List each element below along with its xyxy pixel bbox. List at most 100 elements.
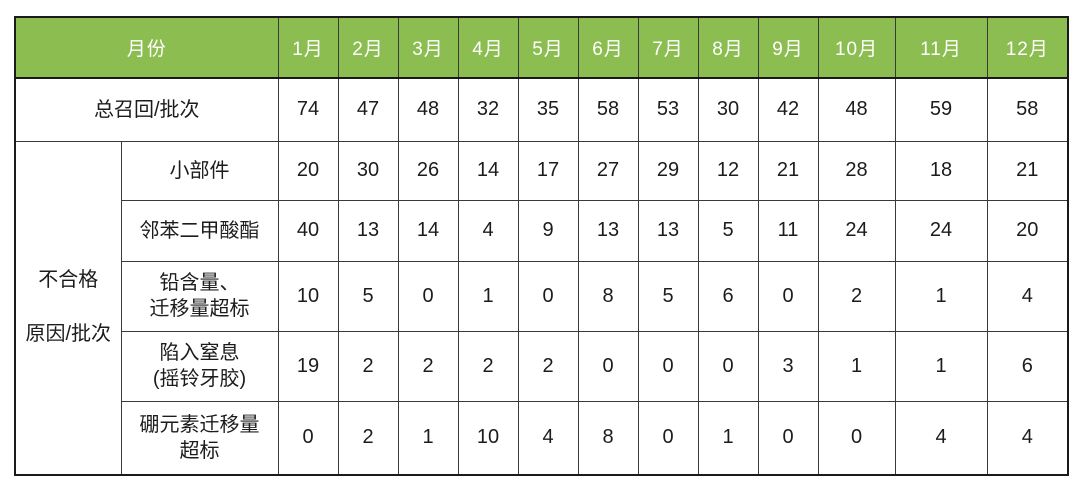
value-cell: 27 xyxy=(577,140,639,201)
value-cell: 11 xyxy=(757,199,819,262)
reason-label: 硼元素迁移量 超标 xyxy=(120,400,279,476)
value-cell: 0 xyxy=(397,260,459,332)
value-cell: 48 xyxy=(397,77,459,142)
month-header-cell: 8月 xyxy=(697,16,759,79)
reason-group-label: 不合格 原因/批次 xyxy=(14,140,122,476)
value-cell: 1 xyxy=(894,260,988,332)
value-cell: 1 xyxy=(457,260,519,332)
value-cell: 40 xyxy=(277,199,339,262)
value-cell: 3 xyxy=(757,330,819,402)
value-cell: 0 xyxy=(817,400,896,476)
value-cell: 0 xyxy=(697,330,759,402)
total-row-label: 总召回/批次 xyxy=(14,77,279,142)
reason-row: 邻苯二甲酸酯 40 13 14 4 9 13 13 5 11 24 24 20 xyxy=(15,199,1069,262)
reason-label: 铅含量、 迁移量超标 xyxy=(120,260,279,332)
value-cell: 12 xyxy=(697,140,759,201)
value-cell: 20 xyxy=(986,199,1069,262)
value-cell: 2 xyxy=(337,400,399,476)
reason-row: 硼元素迁移量 超标 0 2 1 10 4 8 0 1 0 0 4 4 xyxy=(15,400,1069,476)
value-cell: 10 xyxy=(457,400,519,476)
value-cell: 1 xyxy=(817,330,896,402)
month-header-cell: 10月 xyxy=(817,16,896,79)
value-cell: 24 xyxy=(894,199,988,262)
value-cell: 1 xyxy=(894,330,988,402)
value-cell: 8 xyxy=(577,400,639,476)
value-cell: 1 xyxy=(397,400,459,476)
value-cell: 47 xyxy=(337,77,399,142)
value-cell: 8 xyxy=(577,260,639,332)
value-cell: 20 xyxy=(277,140,339,201)
value-cell: 1 xyxy=(697,400,759,476)
value-cell: 19 xyxy=(277,330,339,402)
month-header-cell: 3月 xyxy=(397,16,459,79)
value-cell: 48 xyxy=(817,77,896,142)
total-row: 总召回/批次 74 47 48 32 35 58 53 30 42 48 59 58 xyxy=(14,77,1069,142)
value-cell: 21 xyxy=(986,140,1069,201)
reason-label: 邻苯二甲酸酯 xyxy=(120,199,279,262)
value-cell: 4 xyxy=(517,400,579,476)
month-header-cell: 4月 xyxy=(457,16,519,79)
value-cell: 5 xyxy=(337,260,399,332)
month-header-cell: 12月 xyxy=(986,16,1069,79)
value-cell: 28 xyxy=(817,140,896,201)
month-header-cell: 7月 xyxy=(637,16,699,79)
value-cell: 4 xyxy=(457,199,519,262)
value-cell: 17 xyxy=(517,140,579,201)
value-cell: 35 xyxy=(517,77,579,142)
reason-row: 不合格 原因/批次 小部件 20 30 26 14 17 27 29 12 21 28 18 21 xyxy=(14,140,1069,476)
value-cell: 6 xyxy=(986,330,1069,402)
value-cell: 0 xyxy=(637,330,699,402)
value-cell: 30 xyxy=(697,77,759,142)
value-cell: 0 xyxy=(517,260,579,332)
value-cell: 2 xyxy=(337,330,399,402)
value-cell: 26 xyxy=(397,140,459,201)
month-header-cell: 11月 xyxy=(894,16,988,79)
value-cell: 2 xyxy=(457,330,519,402)
reason-row: 陷入窒息 (摇铃牙胶) 19 2 2 2 2 0 0 0 3 1 1 6 xyxy=(15,330,1069,402)
value-cell: 2 xyxy=(517,330,579,402)
table-corner-label: 月份 xyxy=(14,16,279,79)
value-cell: 0 xyxy=(577,330,639,402)
value-cell: 42 xyxy=(757,77,819,142)
value-cell: 18 xyxy=(894,140,988,201)
value-cell: 9 xyxy=(517,199,579,262)
month-header-cell: 5月 xyxy=(517,16,579,79)
value-cell: 2 xyxy=(397,330,459,402)
value-cell: 30 xyxy=(337,140,399,201)
value-cell: 0 xyxy=(277,400,339,476)
month-header-cell: 9月 xyxy=(757,16,819,79)
value-cell: 24 xyxy=(817,199,896,262)
value-cell: 13 xyxy=(577,199,639,262)
value-cell: 0 xyxy=(757,400,819,476)
value-cell: 58 xyxy=(986,77,1069,142)
value-cell: 6 xyxy=(697,260,759,332)
reason-label: 陷入窒息 (摇铃牙胶) xyxy=(120,330,279,402)
reason-label: 小部件 xyxy=(120,140,279,201)
value-cell: 2 xyxy=(817,260,896,332)
value-cell: 4 xyxy=(986,400,1069,476)
value-cell: 13 xyxy=(337,199,399,262)
value-cell: 53 xyxy=(637,77,699,142)
value-cell: 13 xyxy=(637,199,699,262)
month-header-cell: 1月 xyxy=(277,16,339,79)
recall-table: 月份 1月 2月 3月 4月 5月 6月 7月 8月 9月 10月 11月 12月 总召回/批次 74… xyxy=(14,16,1070,476)
value-cell: 4 xyxy=(986,260,1069,332)
value-cell: 4 xyxy=(894,400,988,476)
value-cell: 14 xyxy=(457,140,519,201)
reason-row: 铅含量、 迁移量超标 10 5 0 1 0 8 5 6 0 2 1 4 xyxy=(15,260,1069,332)
value-cell: 21 xyxy=(757,140,819,201)
month-header-cell: 6月 xyxy=(577,16,639,79)
header-row: 月份 1月 2月 3月 4月 5月 6月 7月 8月 9月 10月 11月 12月 xyxy=(14,16,1069,79)
value-cell: 0 xyxy=(757,260,819,332)
value-cell: 59 xyxy=(894,77,988,142)
value-cell: 10 xyxy=(277,260,339,332)
month-header-cell: 2月 xyxy=(337,16,399,79)
value-cell: 0 xyxy=(637,400,699,476)
value-cell: 74 xyxy=(277,77,339,142)
value-cell: 5 xyxy=(637,260,699,332)
value-cell: 58 xyxy=(577,77,639,142)
value-cell: 32 xyxy=(457,77,519,142)
value-cell: 29 xyxy=(637,140,699,201)
value-cell: 14 xyxy=(397,199,459,262)
